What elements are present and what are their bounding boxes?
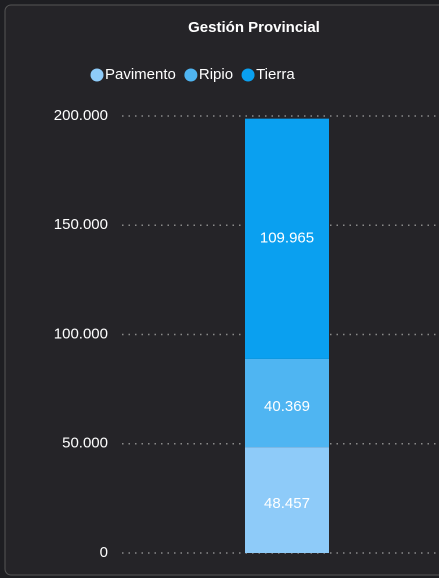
value-label: 48.457 xyxy=(264,495,310,512)
y-tick-label: 0 xyxy=(100,544,108,561)
value-label: 109.965 xyxy=(260,230,314,247)
y-tick-label: 100.000 xyxy=(54,325,108,342)
legend-label: Tierra xyxy=(256,66,295,83)
legend-label: Pavimento xyxy=(105,66,176,83)
legend-label: Ripio xyxy=(199,66,233,83)
value-label: 40.369 xyxy=(264,398,310,415)
legend-marker xyxy=(90,68,104,82)
bar-segment xyxy=(245,358,329,448)
y-tick-label: 200.000 xyxy=(54,107,108,124)
legend-marker xyxy=(241,68,255,82)
panel xyxy=(4,4,439,576)
bar-segment xyxy=(245,118,329,359)
y-tick-label: 50.000 xyxy=(62,435,108,452)
legend-marker xyxy=(184,68,198,82)
y-tick-label: 150.000 xyxy=(54,216,108,233)
bar-segment xyxy=(245,447,329,553)
chart-title: Gestión Provincial xyxy=(188,19,320,36)
